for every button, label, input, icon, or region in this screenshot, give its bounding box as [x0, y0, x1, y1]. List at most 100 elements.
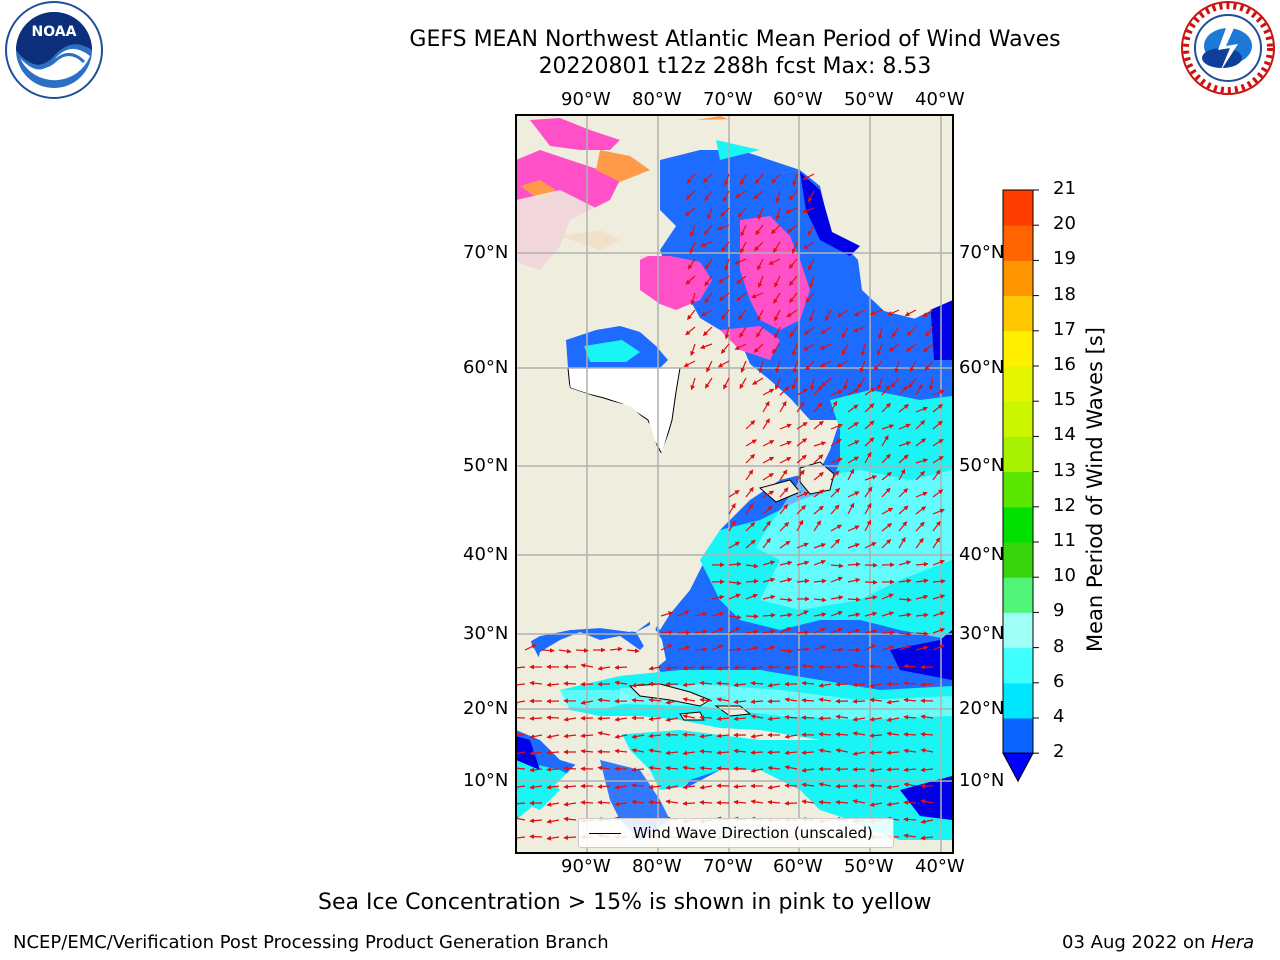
wind-wave-arrow	[788, 190, 798, 201]
wind-wave-arrow	[835, 714, 849, 720]
wind-wave-arrow	[614, 784, 628, 790]
wind-wave-arrow	[774, 275, 781, 288]
wind-wave-arrow	[762, 401, 770, 413]
wind-wave-arrow	[864, 579, 878, 585]
lat-label-20n-right: 20°N	[959, 698, 1005, 719]
wind-wave-arrow	[903, 833, 917, 839]
wind-wave-arrow	[722, 190, 730, 203]
wind-wave-arrow	[739, 326, 747, 338]
wind-wave-arrow	[762, 418, 770, 430]
wind-wave-arrow	[660, 629, 674, 635]
wind-wave-arrow	[687, 258, 696, 270]
wind-wave-arrow	[881, 487, 891, 498]
wind-wave-arrow	[796, 542, 809, 549]
wind-wave-arrow	[932, 455, 944, 464]
wind-wave-arrow	[920, 819, 934, 824]
wind-wave-arrow	[728, 627, 741, 634]
wind-wave-arrow	[857, 377, 866, 389]
wind-wave-arrow	[717, 360, 730, 368]
wind-wave-arrow	[716, 733, 730, 739]
wind-wave-arrow	[779, 627, 792, 634]
wind-wave-arrow	[813, 489, 825, 498]
wind-wave-arrow	[541, 648, 555, 653]
wind-wave-arrow	[724, 173, 730, 187]
wind-wave-arrow	[756, 309, 764, 322]
wind-wave-arrow	[835, 681, 849, 687]
wind-wave-arrow	[830, 457, 843, 464]
wind-wave-arrow	[648, 765, 662, 771]
wind-wave-arrow	[700, 241, 713, 248]
wind-wave-arrow	[745, 563, 759, 569]
wind-wave-arrow	[869, 802, 883, 807]
wind-wave-arrow	[881, 453, 891, 464]
wind-wave-arrow	[847, 502, 855, 515]
wind-wave-arrow	[801, 715, 815, 720]
wind-wave-arrow	[898, 454, 909, 464]
wind-wave-arrow	[524, 644, 537, 651]
wind-wave-arrow	[870, 309, 883, 316]
wind-wave-arrow	[932, 389, 945, 396]
wind-wave-arrow	[847, 525, 860, 532]
wind-wave-arrow	[779, 597, 793, 603]
wind-wave-arrow	[762, 629, 776, 634]
wind-wave-arrow	[915, 521, 925, 532]
colorbar-segment	[1003, 612, 1033, 649]
colorbar-tick-label: 21	[1053, 178, 1076, 199]
wind-wave-arrow	[718, 275, 730, 284]
wind-wave-arrow	[813, 612, 827, 617]
wind-wave-arrow	[745, 539, 756, 549]
wind-wave-arrow	[847, 491, 860, 498]
wind-wave-arrow	[665, 750, 679, 756]
wind-wave-arrow	[784, 697, 798, 703]
wind-wave-arrow	[716, 665, 730, 671]
wind-wave-arrow	[753, 190, 764, 200]
legend-line-icon	[589, 832, 621, 834]
wind-wave-arrow	[818, 799, 832, 805]
wind-wave-arrow	[864, 420, 875, 430]
wind-wave-arrow	[903, 714, 917, 720]
wind-wave-arrow	[704, 292, 713, 304]
wind-wave-arrow	[702, 173, 713, 183]
colorbar-tick-label: 15	[1053, 389, 1076, 411]
wind-wave-arrow	[563, 716, 577, 722]
wind-wave-arrow	[803, 343, 815, 351]
nws-logo-icon	[1181, 1, 1275, 95]
wind-wave-arrow	[813, 543, 827, 549]
wind-wave-arrow	[813, 559, 827, 566]
wind-wave-arrow	[903, 680, 917, 686]
wind-wave-arrow	[665, 765, 679, 771]
colorbar-tick-label: 10	[1053, 565, 1076, 587]
lon-label-90w-bottom: 90°W	[561, 856, 611, 877]
wind-wave-arrow	[903, 767, 917, 773]
wind-wave-arrow	[830, 627, 843, 634]
colorbar-tick-label: 16	[1053, 354, 1076, 375]
wind-wave-arrow	[836, 360, 849, 368]
wind-wave-arrow	[580, 748, 594, 754]
wind-wave-arrow	[631, 783, 645, 788]
footer-branch: NCEP/EMC/Verification Post Processing Pr…	[13, 932, 609, 953]
wind-wave-arrow	[762, 456, 775, 464]
wind-wave-arrow	[702, 326, 713, 337]
wind-wave-arrow	[686, 173, 696, 184]
footer-date: 03 Aug 2022 on Hera	[1062, 932, 1254, 953]
wind-wave-arrow	[915, 458, 929, 464]
wind-wave-arrow	[802, 207, 815, 214]
wind-wave-arrow	[786, 224, 798, 233]
wind-wave-arrow	[682, 682, 696, 688]
wind-wave-arrow	[733, 699, 747, 705]
wind-wave-arrow	[869, 697, 883, 703]
wind-wave-arrow	[580, 800, 594, 805]
wind-wave-arrow	[762, 473, 774, 481]
wind-wave-arrow	[614, 680, 628, 686]
colorbar-tick-label: 2	[1053, 741, 1065, 763]
wind-wave-arrow	[684, 207, 696, 216]
wind-wave-arrow	[792, 360, 798, 374]
wind-wave-arrow	[690, 224, 696, 238]
wind-wave-arrow	[906, 326, 917, 336]
wind-wave-arrow	[682, 750, 696, 756]
wind-wave-arrow	[847, 612, 861, 618]
wind-wave-arrow	[792, 173, 798, 187]
wind-wave-arrow	[932, 628, 946, 634]
wind-wave-arrow	[762, 645, 776, 651]
wind-wave-arrow	[762, 520, 771, 532]
